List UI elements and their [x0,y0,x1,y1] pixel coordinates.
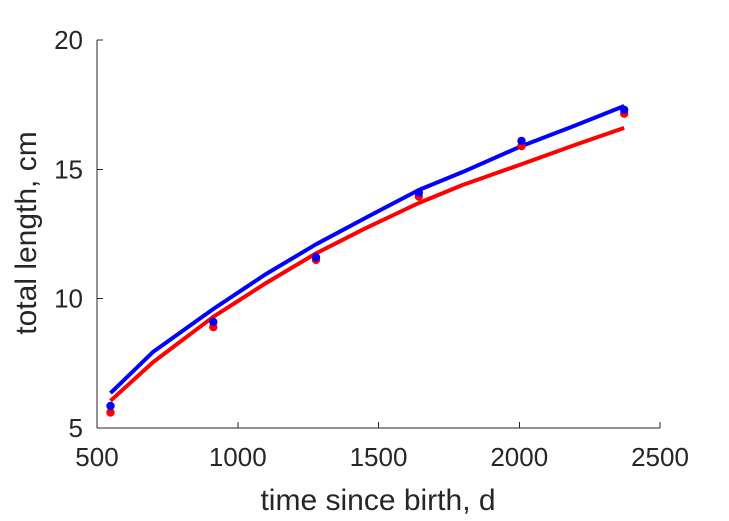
y-tick-label: 15 [54,154,83,184]
y-tick-label: 10 [54,284,83,314]
data-point [311,253,321,262]
x-axis-label: time since birth, d [260,484,495,517]
x-tick-label: 500 [75,442,118,472]
data-point [414,188,423,197]
data-point [106,408,115,417]
y-axis-label: total length, cm [10,131,43,334]
data-point [106,401,115,411]
x-tick-label: 1000 [209,442,267,472]
y-tick-label: 5 [69,413,83,443]
data-point [517,136,526,146]
y-tick-label: 20 [54,25,83,55]
axes: 500 1000 1500 2000 2500 5 10 15 20 [54,25,689,472]
data-point [620,105,629,115]
x-tick-label: 1500 [350,442,408,472]
x-tick-label: 2000 [490,442,548,472]
x-tick-label: 2500 [631,442,689,472]
plot-area [106,104,629,417]
series-line [109,126,625,403]
series-line [109,104,625,395]
data-point [209,317,218,327]
